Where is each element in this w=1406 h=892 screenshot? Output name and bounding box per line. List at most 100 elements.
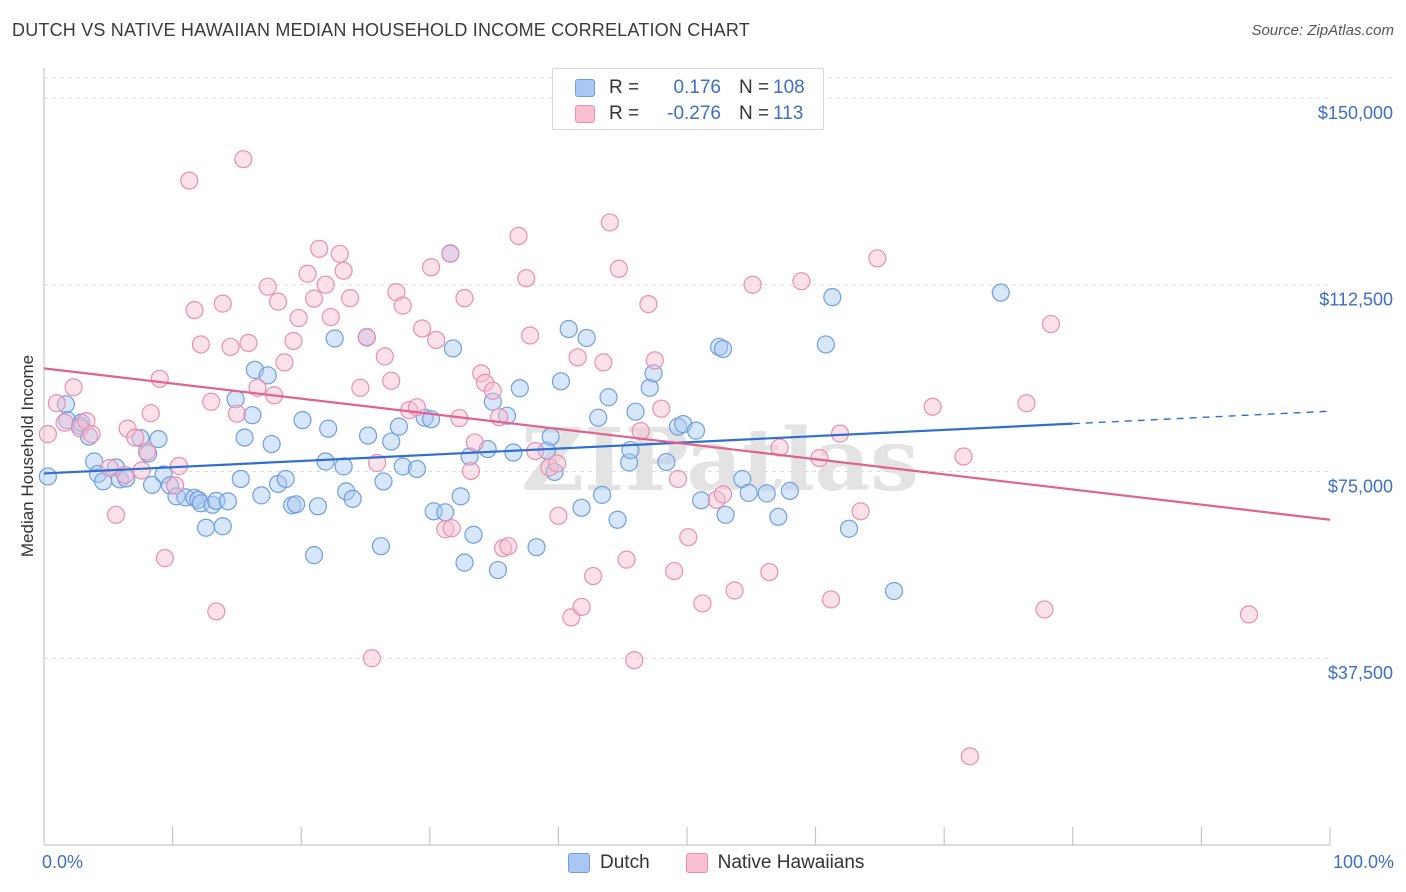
point-native-hawaiians (100, 458, 119, 478)
point-dutch (243, 406, 262, 425)
point-dutch (407, 459, 427, 479)
point-native-hawaiians (645, 351, 664, 370)
point-native-hawaiians (330, 244, 349, 263)
point-dutch (589, 408, 608, 427)
point-native-hawaiians (923, 397, 942, 416)
point-dutch (334, 457, 353, 476)
point-native-hawaiians (427, 330, 446, 350)
point-dutch (374, 472, 393, 491)
point-native-hawaiians (960, 747, 980, 766)
point-native-hawaiians (665, 561, 684, 581)
x-tick-label-min: 0.0% (42, 852, 84, 872)
series-swatch-native-hawaiians (685, 853, 708, 873)
legend-swatch-dutch (575, 79, 595, 97)
point-dutch (739, 483, 758, 502)
point-native-hawaiians (679, 528, 698, 547)
trend-line-native-hawaiians (43, 367, 1331, 521)
point-dutch (319, 419, 338, 438)
point-native-hawaiians (465, 433, 484, 452)
point-native-hawaiians (693, 594, 712, 613)
point-native-hawaiians (367, 453, 387, 473)
point-native-hawaiians (483, 381, 502, 400)
point-native-hawaiians (499, 537, 518, 556)
point-native-hawaiians (743, 275, 762, 294)
point-native-hawaiians (509, 226, 528, 245)
point-native-hawaiians (191, 335, 210, 354)
point-dutch (258, 366, 277, 385)
point-dutch (816, 335, 835, 354)
point-dutch (325, 329, 344, 348)
point-native-hawaiians (155, 549, 174, 568)
point-dutch (823, 288, 842, 307)
point-native-hawaiians (310, 239, 329, 258)
point-dutch (504, 443, 523, 462)
point-native-hawaiians (668, 469, 688, 489)
point-native-hawaiians (568, 348, 587, 367)
point-native-hawaiians (207, 602, 226, 621)
point-native-hawaiians (954, 447, 973, 466)
point-dutch (213, 517, 232, 536)
point-native-hawaiians (234, 150, 253, 169)
point-dutch (541, 427, 560, 446)
point-native-hawaiians (334, 261, 353, 280)
point-native-hawaiians (47, 394, 66, 413)
point-native-hawaiians (472, 364, 491, 383)
point-dutch (559, 319, 578, 339)
point-native-hawaiians (64, 378, 83, 397)
point-dutch (393, 457, 412, 476)
point-dutch (884, 581, 904, 601)
point-dutch (160, 476, 180, 495)
point-native-hawaiians (284, 331, 303, 351)
point-native-hawaiians (617, 550, 636, 569)
y-tick-label: $150,000 (1318, 103, 1393, 123)
point-native-hawaiians (55, 413, 74, 432)
point-dutch (316, 452, 335, 471)
point-dutch (382, 432, 401, 451)
point-native-hawaiians (357, 327, 376, 347)
point-native-hawaiians (1035, 600, 1054, 619)
point-dutch (757, 484, 776, 503)
point-native-hawaiians (141, 404, 160, 423)
point-native-hawaiians (1041, 314, 1061, 334)
point-dutch (713, 339, 733, 359)
legend-n-label: N = (739, 103, 770, 124)
legend-n-value-dutch: 108 (773, 77, 805, 98)
source-label: Source: ZipAtlas.com (1251, 22, 1394, 39)
point-native-hawaiians (268, 292, 288, 311)
legend-n-value-native-hawaiians: 113 (773, 103, 804, 124)
legend-row-native-hawaiians: R = -0.276 N = 113 (575, 102, 803, 126)
point-dutch (686, 421, 706, 440)
point-dutch (358, 426, 378, 445)
y-tick-label: $75,000 (1328, 476, 1393, 496)
point-dutch (716, 505, 735, 524)
point-dutch (343, 489, 362, 508)
point-native-hawaiians (375, 347, 394, 366)
point-dutch (780, 481, 799, 500)
point-native-hawaiians (213, 294, 232, 313)
series-label-dutch: Dutch (600, 852, 650, 873)
y-axis-label: Median Household Income (18, 354, 37, 558)
point-dutch (593, 485, 612, 504)
point-dutch (644, 364, 663, 383)
point-native-hawaiians (258, 277, 277, 296)
point-dutch (527, 538, 546, 557)
series-swatch-dutch (568, 853, 590, 873)
point-dutch (308, 497, 328, 516)
point-native-hawaiians (549, 506, 568, 525)
point-dutch (262, 434, 281, 454)
point-dutch (149, 429, 168, 449)
point-dutch (371, 537, 391, 556)
series-legend-native-hawaiians: Native Hawaiians (685, 852, 865, 874)
point-dutch (286, 495, 306, 514)
point-dutch (231, 469, 250, 489)
point-native-hawaiians (185, 300, 204, 320)
point-native-hawaiians (521, 326, 540, 345)
legend-n-label: N = (739, 77, 770, 98)
legend-row-dutch: R = 0.176 N = 108 (575, 76, 805, 100)
point-native-hawaiians (572, 597, 591, 617)
point-native-hawaiians (316, 275, 335, 294)
series-label-native-hawaiians: Native Hawaiians (717, 852, 865, 873)
point-native-hawaiians (584, 566, 603, 586)
point-dutch (196, 518, 216, 537)
point-native-hawaiians (382, 371, 401, 390)
